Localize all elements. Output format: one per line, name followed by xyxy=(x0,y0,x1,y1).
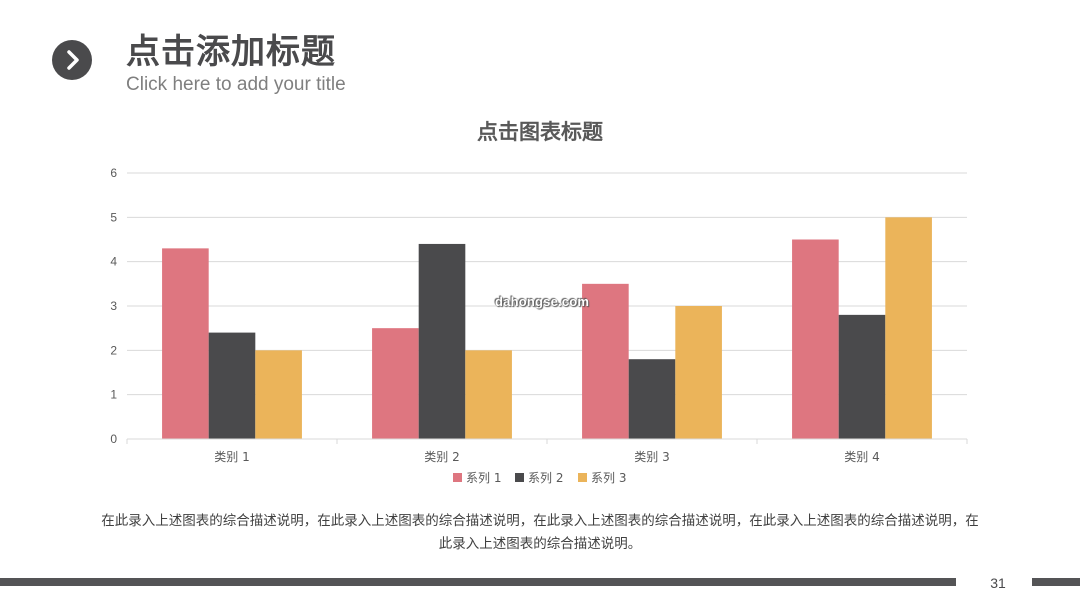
legend-label: 系列 2 xyxy=(528,471,563,485)
bar-series-1-category-4[interactable] xyxy=(792,239,839,440)
bar-series-2-category-4[interactable] xyxy=(838,314,886,439)
watermark: dahongse.com xyxy=(495,294,590,309)
bar-series-2-category-3[interactable] xyxy=(628,359,676,439)
bar-series-1-category-2[interactable] xyxy=(372,328,419,439)
footer-bar-end xyxy=(1032,578,1080,586)
bars xyxy=(162,217,932,439)
x-tick-label: 类别 2 xyxy=(424,450,459,464)
chevron-right-icon xyxy=(52,40,92,80)
page-subtitle[interactable]: Click here to add your title xyxy=(126,74,346,95)
bar-series-1-category-1[interactable] xyxy=(162,248,209,439)
x-tick-label: 类别 3 xyxy=(634,450,669,464)
x-axis: 类别 1 类别 2 类别 3 类别 4 xyxy=(126,438,968,464)
x-tick-label: 类别 1 xyxy=(214,450,249,464)
bar-chart[interactable]: 点击图表标题 0 1 2 3 4 5 6 类别 1 类别 2 类别 3 类别 4 系列 1 系列 2… xyxy=(0,0,1080,500)
y-tick-label: 5 xyxy=(110,210,117,224)
y-tick-label: 0 xyxy=(110,432,117,446)
legend-swatch xyxy=(515,473,524,482)
legend[interactable]: 系列 1 系列 2 系列 3 xyxy=(453,471,626,485)
y-tick-label: 3 xyxy=(110,299,117,313)
chart-description[interactable]: 在此录入上述图表的综合描述说明，在此录入上述图表的综合描述说明，在此录入上述图表… xyxy=(101,513,979,552)
y-tick-label: 4 xyxy=(110,255,117,269)
page-title[interactable]: 点击添加标题 xyxy=(126,32,336,72)
bar-series-2-category-1[interactable] xyxy=(208,332,256,439)
y-tick-label: 2 xyxy=(110,343,117,357)
legend-label: 系列 1 xyxy=(466,471,501,485)
bar-series-3-category-1[interactable] xyxy=(255,350,302,439)
bar-series-1-category-3[interactable] xyxy=(582,283,629,439)
legend-swatch xyxy=(578,473,587,482)
x-tick-label: 类别 4 xyxy=(844,450,879,464)
chart-title[interactable]: 点击图表标题 xyxy=(477,120,604,144)
footer-bar xyxy=(0,578,956,586)
y-axis: 0 1 2 3 4 5 6 xyxy=(110,166,117,446)
legend-swatch xyxy=(453,473,462,482)
page-number: 31 xyxy=(990,575,1006,591)
bar-series-3-category-2[interactable] xyxy=(465,350,512,439)
y-tick-label: 6 xyxy=(110,166,117,180)
bar-series-3-category-3[interactable] xyxy=(675,306,722,439)
y-tick-label: 1 xyxy=(110,388,117,402)
legend-label: 系列 3 xyxy=(591,471,626,485)
bar-series-2-category-2[interactable] xyxy=(418,243,466,439)
bar-series-3-category-4[interactable] xyxy=(885,217,932,439)
